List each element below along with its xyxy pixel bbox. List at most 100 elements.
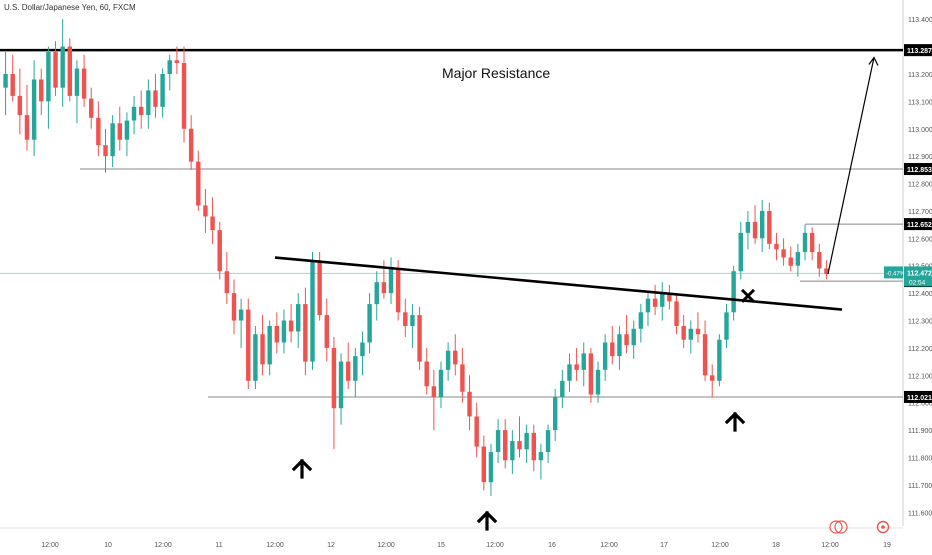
price-tag-112021: 112.021	[907, 395, 932, 402]
candle-body	[438, 369, 444, 398]
candle-body	[809, 232, 815, 253]
x-tick-label: 11	[215, 542, 222, 549]
candle-body	[74, 68, 80, 96]
breakout-x-mark	[740, 288, 756, 303]
candle-body	[595, 369, 601, 395]
candle-body	[67, 46, 73, 96]
candle-body	[395, 268, 401, 313]
candle-body	[417, 315, 422, 362]
candle-body	[60, 46, 65, 88]
y-tick-label: 111.600	[908, 510, 932, 517]
candle-body	[467, 391, 472, 417]
price-tag-112853-bg	[904, 163, 932, 176]
candle-body	[160, 73, 165, 107]
chart-tools[interactable]	[828, 520, 898, 534]
candle-body	[138, 106, 144, 116]
candle-body	[660, 293, 665, 307]
compare-icon[interactable]	[829, 520, 848, 534]
change-pct-bg	[884, 266, 903, 279]
candle-body	[431, 386, 437, 398]
x-tick-label: 12:00	[600, 542, 618, 549]
candle-body	[146, 90, 151, 116]
candle-body	[710, 375, 715, 381]
candle-body	[688, 328, 694, 340]
candle-body	[231, 293, 237, 321]
candle-body	[253, 334, 258, 381]
candle-body	[224, 271, 230, 294]
candle-body	[53, 52, 58, 88]
candle-body	[381, 282, 387, 294]
candle-body	[503, 430, 508, 461]
candle-body	[774, 243, 779, 250]
y-tick-label: 112.800	[908, 182, 932, 189]
head-arrow	[476, 510, 498, 531]
candle-body	[31, 79, 37, 140]
x-tick-label: 12:00	[266, 542, 284, 549]
candle-body	[374, 282, 379, 305]
candle-body	[39, 79, 44, 102]
candle-body	[181, 63, 187, 129]
candle-body	[745, 221, 751, 233]
candle-body	[567, 364, 572, 381]
major-resistance-label: Major Resistance	[442, 65, 550, 81]
candle-body	[788, 257, 793, 266]
right-shoulder-arrow	[724, 411, 746, 432]
candle-body	[667, 293, 672, 302]
symbol-title: U.S. Dollar/Japanese Yen, 60, FXCM	[4, 3, 136, 12]
candle-body	[624, 334, 629, 346]
candle-body	[388, 268, 394, 294]
candle-body	[631, 328, 636, 346]
y-tick-label: 112.700	[908, 209, 932, 216]
candle-body	[81, 68, 87, 99]
candle-body	[131, 106, 137, 121]
bar-countdown: 02:54	[909, 279, 926, 286]
candle-body	[638, 312, 644, 329]
candle-body	[367, 304, 372, 343]
candle-body	[360, 342, 365, 357]
candle-body	[110, 123, 115, 157]
price-tag-113287-bg	[904, 44, 932, 57]
x-tick-label: 12:00	[377, 542, 395, 549]
candle-body	[817, 252, 822, 269]
candle-body	[524, 432, 529, 450]
candle-body	[495, 430, 501, 453]
price-tag-112021-bg	[904, 390, 932, 403]
candle-body	[17, 95, 23, 116]
y-tick-label: 113.100	[908, 99, 932, 106]
change-pct: -0.47%	[886, 271, 906, 277]
y-tick-label: 112.400	[908, 291, 932, 298]
candle-body	[552, 397, 558, 431]
candle-body	[188, 128, 194, 162]
candle-body	[602, 342, 608, 370]
candle-body	[267, 326, 272, 365]
candle-body	[96, 117, 101, 146]
price-tag-112853: 112.853	[907, 167, 932, 174]
candle-body	[288, 320, 294, 332]
y-tick-label: 112.300	[908, 319, 932, 326]
candle-body	[281, 320, 287, 343]
candle-body	[210, 216, 215, 231]
candle-body	[103, 145, 108, 157]
candle-body	[310, 260, 315, 362]
candle-body	[752, 221, 758, 239]
candle-body	[303, 304, 308, 362]
candle-body	[759, 210, 765, 239]
candle-body	[353, 356, 358, 381]
candle-body	[802, 232, 808, 253]
settings-icon[interactable]	[876, 520, 890, 534]
candle-body	[481, 446, 487, 483]
x-tick-label: 10	[104, 542, 112, 549]
y-tick-label: 113.000	[908, 127, 932, 134]
candle-body	[652, 298, 658, 307]
x-tick-label: 15	[437, 542, 445, 549]
left-shoulder-arrow	[291, 458, 313, 479]
candle-body	[674, 301, 679, 327]
candle-body	[724, 312, 729, 340]
candle-body	[488, 452, 494, 483]
y-tick-label: 112.600	[908, 236, 932, 243]
candle-body	[731, 271, 736, 313]
candle-body	[738, 232, 743, 272]
candle-body	[445, 350, 451, 370]
